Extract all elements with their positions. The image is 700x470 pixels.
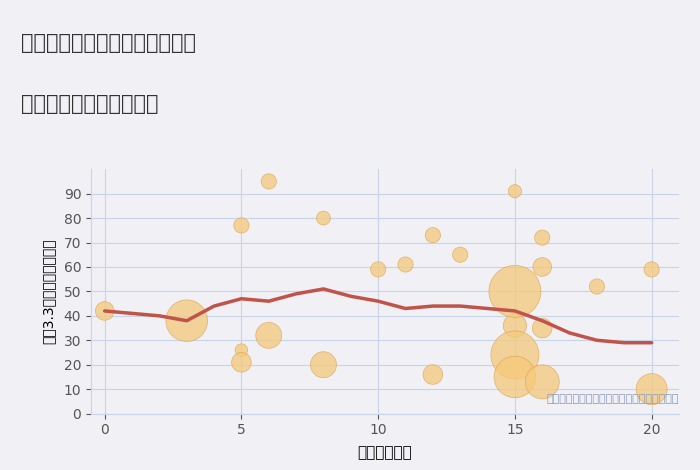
Text: 円の大きさは、取引のあった物件面積を示す: 円の大きさは、取引のあった物件面積を示す <box>547 394 679 404</box>
Point <box>318 361 329 368</box>
Point <box>510 288 521 295</box>
Point <box>510 373 521 381</box>
Point <box>454 251 466 258</box>
Point <box>537 234 548 242</box>
Point <box>427 371 438 378</box>
Point <box>537 378 548 385</box>
Point <box>510 322 521 329</box>
Point <box>646 385 657 393</box>
Point <box>236 359 247 366</box>
Point <box>537 263 548 271</box>
Point <box>263 178 274 185</box>
Point <box>318 214 329 222</box>
Y-axis label: 坪（3.3㎡）単価（万円）: 坪（3.3㎡）単価（万円） <box>41 239 55 344</box>
X-axis label: 駅距離（分）: 駅距離（分） <box>358 446 412 461</box>
Point <box>372 266 384 273</box>
Text: 駅距離別中古戸建て価格: 駅距離別中古戸建て価格 <box>21 94 158 114</box>
Point <box>537 324 548 332</box>
Point <box>236 346 247 354</box>
Text: 兵庫県たつの市揖保川町二塚の: 兵庫県たつの市揖保川町二塚の <box>21 33 196 53</box>
Point <box>510 188 521 195</box>
Point <box>181 317 193 324</box>
Point <box>99 307 111 315</box>
Point <box>646 266 657 273</box>
Point <box>263 332 274 339</box>
Point <box>427 231 438 239</box>
Point <box>510 351 521 359</box>
Point <box>236 222 247 229</box>
Point <box>592 283 603 290</box>
Point <box>400 261 411 268</box>
